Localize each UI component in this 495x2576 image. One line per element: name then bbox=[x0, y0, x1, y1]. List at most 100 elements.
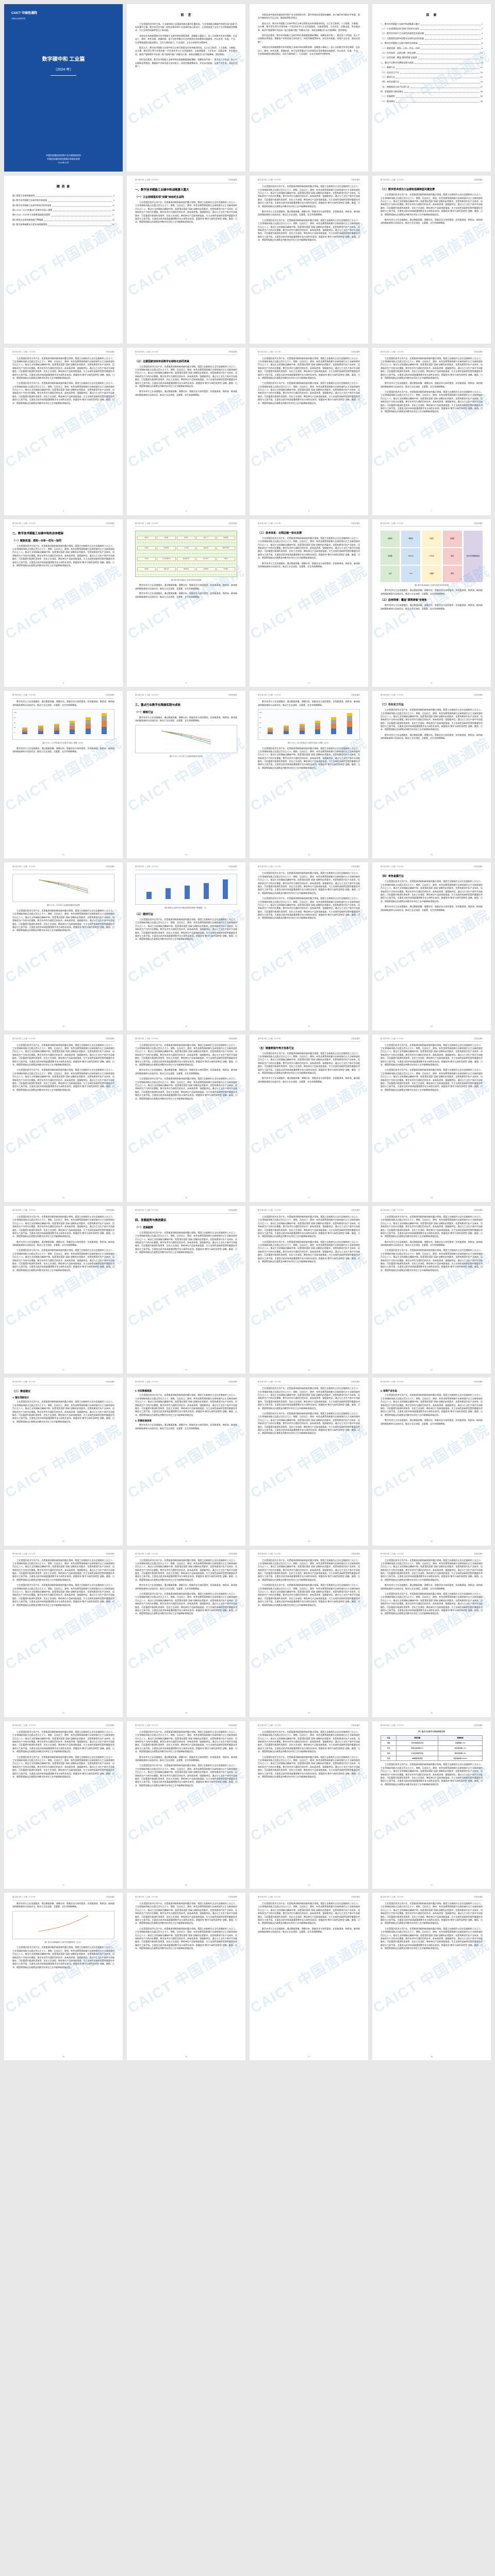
page-preface: CAICT 中国信通院 前 言 工业是国民经济的主体，工业碳排放占全国碳排放总量… bbox=[127, 4, 245, 172]
section-1-3: （三）主要国家加快布局数字化绿色化协同发展 bbox=[135, 360, 237, 364]
page-body: 数字碳中和 工业篇（2024年）中国信通院 CAICT 中国信通院 （二）推进建… bbox=[4, 1378, 123, 1545]
page-body: 数字碳中和 工业篇（2024年）中国信通院 CAICT 中国信通院 工业是国民经… bbox=[4, 348, 123, 515]
page-body: 数字碳中和 工业篇（2024年）中国信通院 CAICT 中国信通院 工业是国民经… bbox=[372, 1893, 491, 2060]
fig-toc-item: 图5 2018—2023年工业能耗强度变化趋势17 bbox=[12, 213, 114, 216]
page-body: 数字碳中和 工业篇（2024年）中国信通院 CAICT 中国信通院 （二）数字技… bbox=[372, 176, 491, 343]
toc-item: 二、数字技术赋能工业碳中和的总体框架8 bbox=[381, 42, 483, 45]
chapter-1-title: 一、数字技术赋能工业碳中和战略意义重大 bbox=[135, 188, 237, 193]
page-body: 数字碳中和 工业篇（2024年）中国信通院 CAICT 中国信通院 工业是国民经… bbox=[372, 1550, 491, 1717]
toc-item: （三）应用场景：覆盖"源网荷储"全链条12 bbox=[381, 56, 483, 59]
arch-caption: 图3 数字技术赋能工业碳中和技术体系架构 bbox=[381, 584, 483, 587]
page-body: 数字碳中和 工业篇（2024年）中国信通院 CAICT 中国信通院 （二）技术体… bbox=[250, 519, 368, 687]
toc-item: （三）主要国家加快布局数字化绿色化协同发展5 bbox=[381, 37, 483, 40]
page-body: 数字碳中和 工业篇（2024年）中国信通院 CAICT 中国信通院 工业是国民经… bbox=[250, 1206, 368, 1374]
stacked-bar-chart: 1209060300 bbox=[12, 709, 114, 740]
infographic-caption: 图2 数字技术赋能工业碳中和总体框架 bbox=[135, 579, 237, 582]
toc-item: 四、发展趋势与推进建议30 bbox=[381, 90, 483, 93]
section-1-1: （一）工业领域是实现"双碳"目标的主战场 bbox=[135, 195, 237, 199]
page-body: 数字碳中和 工业篇（2024年）中国信通院 CAICT 中国信通院 4. 培育产… bbox=[372, 1378, 491, 1545]
toc-item: （一）赋能机理：感知—分析—优化—协同8 bbox=[381, 47, 483, 50]
preface-title: 前 言 bbox=[135, 13, 237, 19]
page-table: 数字碳中和 工业篇（2024年）中国信通院 CAICT 中国信通院 表1 重点行… bbox=[372, 1721, 491, 1889]
page-chart: 数字碳中和 工业篇（2024年）中国信通院 CAICT 中国信通院 数字技术与工… bbox=[4, 691, 123, 858]
page-toc: CAICT 中国信通院 目 录 一、数字技术赋能工业碳中和战略意义重大1（一）工… bbox=[372, 4, 491, 172]
page-body: 数字碳中和 工业篇（2024年）中国信通院 CAICT 中国信通院 2. 夯实数… bbox=[127, 1378, 245, 1545]
page-body: 数字碳中和 工业篇（2024年）中国信通院 CAICT 中国信通院 （五）装备制… bbox=[250, 1035, 368, 1202]
page-body: 数字碳中和 工业篇（2024年）中国信通院 CAICT 中国信通院 四、发展趋势… bbox=[127, 1206, 245, 1374]
page-body: 数字碳中和 工业篇（2024年）中国信通院 CAICT 中国信通院 工业是国民经… bbox=[4, 1721, 123, 1889]
page-body: 数字碳中和 工业篇（2024年）中国信通院 CAICT 中国信通院 工业是国民经… bbox=[250, 1378, 368, 1545]
fig-toc-item: 图3 数字技术赋能工业碳中和技术体系架构11 bbox=[12, 204, 114, 207]
stacked-bar-chart-2: 1209060300 bbox=[258, 709, 360, 740]
toc-item: （一）钢铁行业15 bbox=[381, 66, 483, 69]
toc-item: （二）石化化工行业18 bbox=[381, 71, 483, 74]
page-body: 数字碳中和 工业篇（2024年）中国信通院 CAICT 中国信通院 （二）石化化… bbox=[372, 691, 491, 858]
cover-logo: CAICT 中国信通院 中国信息通信研究院 bbox=[11, 11, 116, 20]
toc-item: 三、重点行业数字化降碳实践与成效15 bbox=[381, 61, 483, 64]
fig-toc-item: 图6 典型企业碳排放强度下降幅度22 bbox=[12, 218, 114, 222]
page-infographic: 数字碳中和 工业篇（2024年）中国信通院 CAICT 中国信通院 碳目标碳达峰… bbox=[127, 519, 245, 687]
framework-infographic: 碳目标碳达峰碳中和绿色工厂零碳园区应用层能源管理工艺优化设备运维碳资产管理平台层… bbox=[135, 531, 237, 577]
preface-p3: 报告认为，数字技术赋能工业碳中和已从单点探索走向系统推进阶段。以工业互联网、人工… bbox=[135, 46, 237, 56]
page-body: 数字碳中和 工业篇（2024年）中国信通院 CAICT 中国信通院 工业是国民经… bbox=[250, 1550, 368, 1717]
preface-p4: 同时也应看到，数字技术赋能工业碳中和仍面临数据基础薄弱、核算标准不统一、复合型人… bbox=[135, 58, 237, 68]
page-body: 数字碳中和 工业篇（2024年）中国信通院 CAICT 中国信通院 工业是国民经… bbox=[127, 1721, 245, 1889]
cover-title: 数字碳中和 工业篇 bbox=[11, 56, 116, 64]
cover-underline bbox=[51, 75, 76, 76]
page-body: 数字碳中和 工业篇（2024年）中国信通院 CAICT 中国信通院 （三）主要国… bbox=[127, 348, 245, 515]
page-grid: CAICT 中国信通院 中国信息通信研究院 数字碳中和 工业篇 （2024 年）… bbox=[0, 0, 495, 2064]
bar-chart bbox=[135, 874, 237, 905]
toc-title: 目 录 bbox=[381, 13, 483, 19]
toc-item: （一）工业领域是实现"双碳"目标的主战场1 bbox=[381, 27, 483, 30]
fig-toc-item: 图2 数字技术赋能工业碳中和总体框架9 bbox=[12, 199, 114, 202]
fig-toc-title: 图 目 录 bbox=[12, 185, 114, 190]
page-body: 数字碳中和 工业篇（2024年）中国信通院 CAICT 中国信通院 工业是国民经… bbox=[250, 176, 368, 343]
preface-p2: 本报告在系统梳理数字技术赋能工业碳中和的政策背景、战略意义基础上，深入分析数字技… bbox=[135, 35, 237, 44]
toc-item: 一、数字技术赋能工业碳中和战略意义重大1 bbox=[381, 23, 483, 26]
toc-item: （四）有色金属行业24 bbox=[381, 80, 483, 83]
page-chart: 数字碳中和 工业篇（2024年）中国信通院 CAICT 中国信通院 三、重点行业… bbox=[127, 691, 245, 858]
preface-p1: 工业是国民经济的主体，工业碳排放占全国碳排放总量的比重较高，工业领域碳达峰碳中和… bbox=[135, 23, 237, 32]
page-chart: 数字碳中和 工业篇（2024年）中国信通院 CAICT 中国信通院 图6 典型企… bbox=[127, 862, 245, 1030]
toc-item: （二）推进建议33 bbox=[381, 100, 483, 103]
scenario-table: 行业典型场景降碳效果钢铁高炉智能配料优化吨钢降碳3~5%石化装置先进控制APC综… bbox=[381, 1735, 483, 1761]
toc-item: （五）装备制造与电子信息行业27 bbox=[381, 86, 483, 89]
page-preface-2: CAICT 中国信通院 本报告由中国信息通信研究院产业与规划研究所、泰尔系统实验… bbox=[250, 4, 368, 172]
page-body: 数字碳中和 工业篇（2024年）中国信通院 CAICT 中国信通院 工业是国民经… bbox=[250, 862, 368, 1030]
page-arch: 数字碳中和 工业篇（2024年）中国信通院 CAICT 中国信通院 感知层传感器… bbox=[372, 519, 491, 687]
line-chart-2 bbox=[12, 874, 114, 902]
cover-year: （2024 年） bbox=[11, 67, 116, 73]
section-1-2: （二）数字技术成为工业绿色低碳转型关键支撑 bbox=[381, 188, 483, 192]
page-chart: 数字碳中和 工业篇（2024年）中国信通院 CAICT 中国信通院 数字技术与工… bbox=[250, 691, 368, 858]
page-body: 数字碳中和 工业篇（2024年）中国信通院 CAICT 中国信通院 工业是国民经… bbox=[127, 1550, 245, 1717]
page-cover: CAICT 中国信通院 中国信息通信研究院 数字碳中和 工业篇 （2024 年）… bbox=[4, 4, 123, 172]
toc-item: （二）技术体系：云网边端一体化支撑10 bbox=[381, 52, 483, 55]
toc-item: （二）数字技术成为工业绿色低碳转型关键支撑3 bbox=[381, 32, 483, 35]
page-body: 数字碳中和 工业篇（2024年）中国信通院 CAICT 中国信通院 （四）有色金… bbox=[372, 862, 491, 1030]
page-body: 数字碳中和 工业篇（2024年）中国信通院 CAICT 中国信通院 工业是国民经… bbox=[4, 1035, 123, 1202]
architecture-diagram: 感知层传感器仪表网络层5G/F5GTSN平台层IoT平台大数据应用层能管碳管安全… bbox=[381, 531, 483, 582]
page-body: 数字碳中和 工业篇（2024年）中国信通院 CAICT 中国信通院 工业是国民经… bbox=[250, 1721, 368, 1889]
fig-toc-item: 图1 我国工业碳排放结构2 bbox=[12, 194, 114, 197]
page-header: 数字碳中和 工业篇（2024年）中国信通院 bbox=[135, 179, 237, 183]
page-body: 数字碳中和 工业篇（2024年）中国信通院 CAICT 中国信通院 工业是国民经… bbox=[372, 1206, 491, 1374]
page-number: 1 bbox=[127, 338, 245, 342]
page-body: 数字碳中和 工业篇（2024年）中国信通院 CAICT 中国信通院 工业是国民经… bbox=[4, 1206, 123, 1374]
page-chart: 数字碳中和 工业篇（2024年）中国信通院 CAICT 中国信通院 数字技术与工… bbox=[4, 1893, 123, 2060]
page-body: 数字碳中和 工业篇（2024年）中国信通院 CAICT 中国信通院 工业是国民经… bbox=[372, 348, 491, 515]
page-body: 数字碳中和 工业篇（2024年）中国信通院 CAICT 中国信通院 工业是国民经… bbox=[250, 1893, 368, 2060]
page-body: 数字碳中和 工业篇（2024年）中国信通院 CAICT 中国信通院 工业是国民经… bbox=[127, 1035, 245, 1202]
toc-item: （一）发展趋势30 bbox=[381, 95, 483, 98]
chart-caption: 图4 2018—2023年重点行业数字化投入规模（亿元） bbox=[12, 742, 114, 745]
page-body: 数字碳中和 工业篇（2024年）中国信通院 CAICT 中国信通院 工业是国民经… bbox=[250, 348, 368, 515]
chapter-2-title: 二、数字技术赋能工业碳中和的总体框架 bbox=[12, 532, 114, 536]
cover-org: 中国信息通信研究院产业与规划研究所 中国信息通信研究院泰尔系统实验室 2024年… bbox=[11, 154, 116, 165]
forecast-chart bbox=[12, 1911, 114, 1939]
line-chart bbox=[135, 725, 237, 753]
page-body: 数字碳中和 工业篇（2024年）中国信通院 CAICT 中国信通院 工业是国民经… bbox=[127, 1893, 245, 2060]
page-body: 数字碳中和 工业篇（2024年）中国信通院 CAICT 中国信通院 工业是国民经… bbox=[372, 1035, 491, 1202]
fig-toc-item: 图4 2018—2023年重点行业数字化投入规模16 bbox=[12, 209, 114, 212]
toc-list: 一、数字技术赋能工业碳中和战略意义重大1（一）工业领域是实现"双碳"目标的主战场… bbox=[381, 23, 483, 104]
page-fig-toc: CAICT 中国信通院 图 目 录 图1 我国工业碳排放结构2图2 数字技术赋能… bbox=[4, 176, 123, 343]
fig-toc-item: 图7 数字化降碳解决方案市场规模预测31 bbox=[12, 223, 114, 226]
